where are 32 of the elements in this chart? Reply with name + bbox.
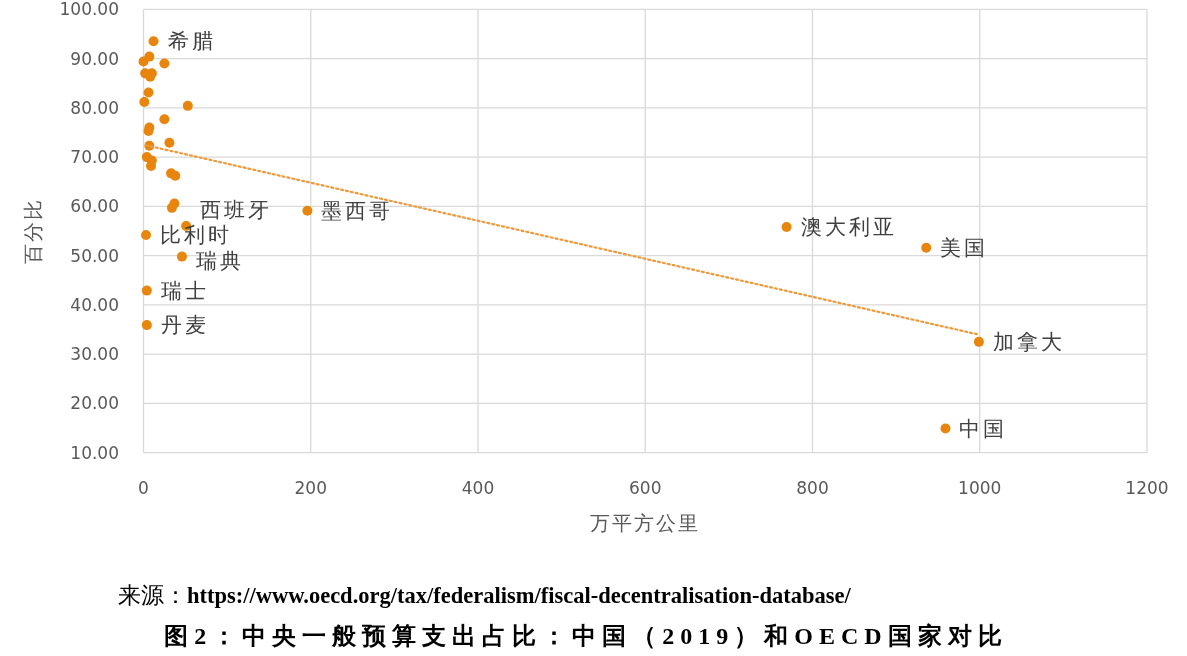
y-tick-label: 80.00	[70, 97, 119, 118]
y-tick-label: 10.00	[70, 442, 119, 463]
annotation: 希腊	[167, 29, 216, 54]
y-tick-label: 60.00	[70, 196, 119, 217]
y-tick-label: 70.00	[70, 147, 119, 168]
y-tick-label: 50.00	[70, 245, 119, 266]
x-tick-label: 800	[796, 478, 829, 498]
annotation: 比利时	[160, 222, 233, 247]
x-tick-label: 1000	[958, 478, 1002, 498]
annotation: 加拿大	[992, 329, 1065, 354]
annotation: 美国	[940, 235, 989, 260]
annotation: 中国	[959, 416, 1008, 441]
annotation: 瑞典	[195, 248, 244, 273]
y-tick-label: 20.00	[70, 393, 119, 414]
x-tick-label: 400	[461, 478, 495, 498]
y-tick-label: 100.00	[59, 0, 119, 20]
y-tick-label: 90.00	[70, 48, 119, 69]
x-tick-label: 0	[138, 478, 149, 498]
source-note: 来源：https://www.oecd.org/tax/federalism/fiscal-decentralisation-database/	[118, 583, 852, 608]
y-tick-label: 30.00	[70, 344, 119, 365]
annotation: 澳大利亚	[800, 215, 897, 240]
x-tick-label: 1200	[1125, 478, 1169, 498]
text: 图2：中央一般预算支出占比：中国（2019）和OECD国家对比	[164, 623, 1008, 649]
x-axis-title: 万平方公里	[590, 512, 701, 534]
x-tick-label: 200	[294, 478, 327, 498]
annotation: 西班牙	[200, 198, 273, 223]
annotation: 瑞士	[160, 278, 209, 303]
y-tick-label: 40.00	[70, 294, 119, 315]
annotation: 墨西哥	[321, 198, 394, 223]
y-axis-title: 百分比	[22, 198, 44, 264]
annotation: 丹麦	[160, 313, 209, 338]
x-tick-label: 600	[629, 478, 662, 498]
